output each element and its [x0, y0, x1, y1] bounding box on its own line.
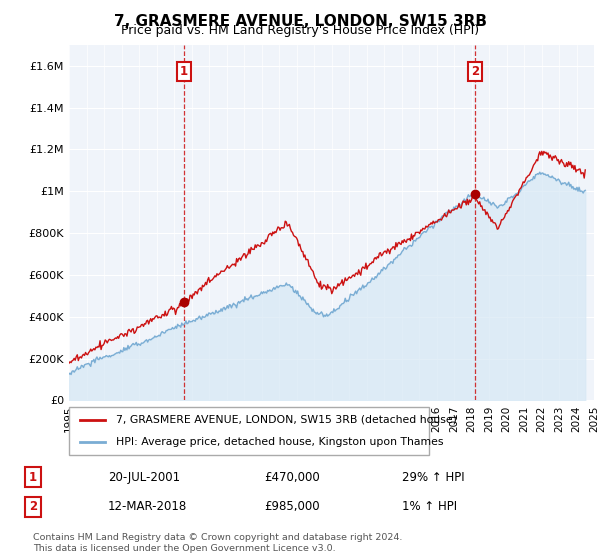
Text: 7, GRASMERE AVENUE, LONDON, SW15 3RB: 7, GRASMERE AVENUE, LONDON, SW15 3RB	[113, 14, 487, 29]
Text: 12-MAR-2018: 12-MAR-2018	[108, 500, 187, 514]
Text: 2: 2	[29, 500, 37, 514]
FancyBboxPatch shape	[69, 407, 429, 455]
Text: HPI: Average price, detached house, Kingston upon Thames: HPI: Average price, detached house, King…	[116, 437, 443, 447]
Text: 29% ↑ HPI: 29% ↑ HPI	[402, 470, 464, 484]
Text: Price paid vs. HM Land Registry's House Price Index (HPI): Price paid vs. HM Land Registry's House …	[121, 24, 479, 37]
Text: 2: 2	[471, 65, 479, 78]
Text: 20-JUL-2001: 20-JUL-2001	[108, 470, 180, 484]
Text: 7, GRASMERE AVENUE, LONDON, SW15 3RB (detached house): 7, GRASMERE AVENUE, LONDON, SW15 3RB (de…	[116, 415, 457, 425]
Text: 1: 1	[179, 65, 188, 78]
Text: £470,000: £470,000	[264, 470, 320, 484]
Text: Contains HM Land Registry data © Crown copyright and database right 2024.
This d: Contains HM Land Registry data © Crown c…	[33, 533, 403, 553]
Text: 1% ↑ HPI: 1% ↑ HPI	[402, 500, 457, 514]
Text: 1: 1	[29, 470, 37, 484]
Text: £985,000: £985,000	[264, 500, 320, 514]
